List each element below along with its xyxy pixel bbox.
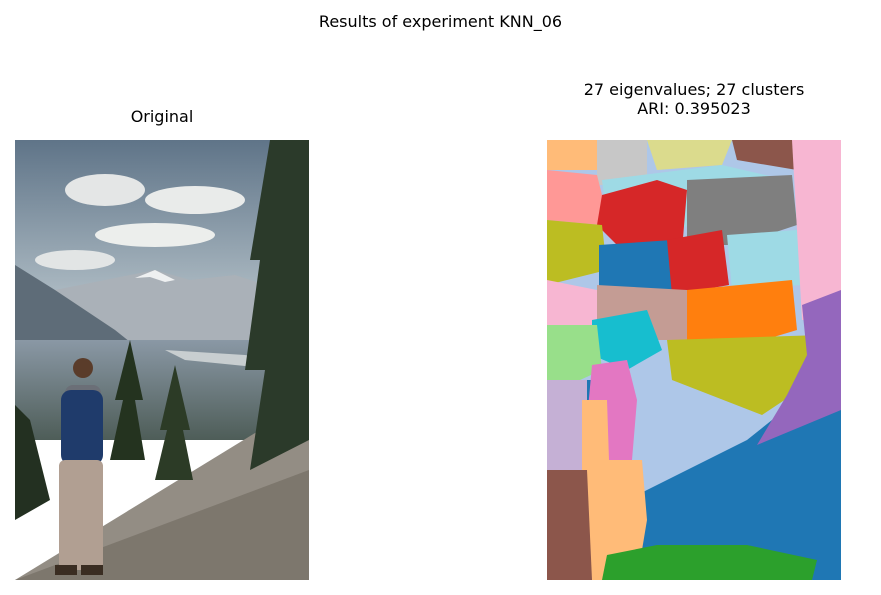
segment-brown-bottom <box>547 470 592 580</box>
segment-pink-left <box>547 280 597 330</box>
original-image-title: Original <box>130 107 194 126</box>
segment-top-gray <box>597 140 647 185</box>
pine-center-2 <box>155 365 193 480</box>
segment-blue-mid <box>599 240 672 290</box>
segment-green-bottom <box>602 545 817 580</box>
segmentation-title: 27 eigenvalues; 27 clusters ARI: 0.39502… <box>500 80 881 118</box>
segment-olive-left <box>547 220 607 285</box>
segment-lavender-left <box>547 380 587 470</box>
segment-teal <box>592 310 662 370</box>
segment-purple <box>757 290 841 445</box>
hiker-head <box>73 358 93 378</box>
hiker-backpack <box>61 390 103 465</box>
segmentation-image <box>547 140 841 580</box>
distant-mountains <box>55 270 309 340</box>
cloud <box>145 186 245 214</box>
original-image-svg <box>15 140 309 580</box>
figure-suptitle: Results of experiment KNN_06 <box>318 12 563 31</box>
hiker-legs <box>59 460 103 570</box>
segment-red <box>597 180 687 250</box>
cloud <box>65 174 145 206</box>
segment-top-left <box>547 140 597 170</box>
cloud <box>35 250 115 270</box>
segment-red-mid <box>667 230 729 295</box>
cloud <box>95 223 215 247</box>
segment-green-left <box>547 325 602 395</box>
segment-pink-right <box>792 140 841 320</box>
pine-right <box>245 140 309 470</box>
hiker-boot-right <box>81 565 103 575</box>
pine-left <box>15 405 50 520</box>
segment-left-salmon <box>547 170 607 225</box>
segment-gray-mid <box>687 175 797 245</box>
hiker-boot-left <box>55 565 77 575</box>
segmentation-image-svg <box>547 140 841 580</box>
segment-cyan-right <box>727 230 802 290</box>
original-image <box>15 140 309 580</box>
segmentation-title-line2: ARI: 0.395023 <box>637 99 751 118</box>
snow-peaks <box>135 270 175 282</box>
pine-center <box>110 340 145 460</box>
segment-figure-legs <box>582 400 647 580</box>
segment-orange <box>687 280 797 345</box>
segmentation-title-line1: 27 eigenvalues; 27 clusters <box>583 80 805 99</box>
segment-top-yellow <box>647 140 732 170</box>
